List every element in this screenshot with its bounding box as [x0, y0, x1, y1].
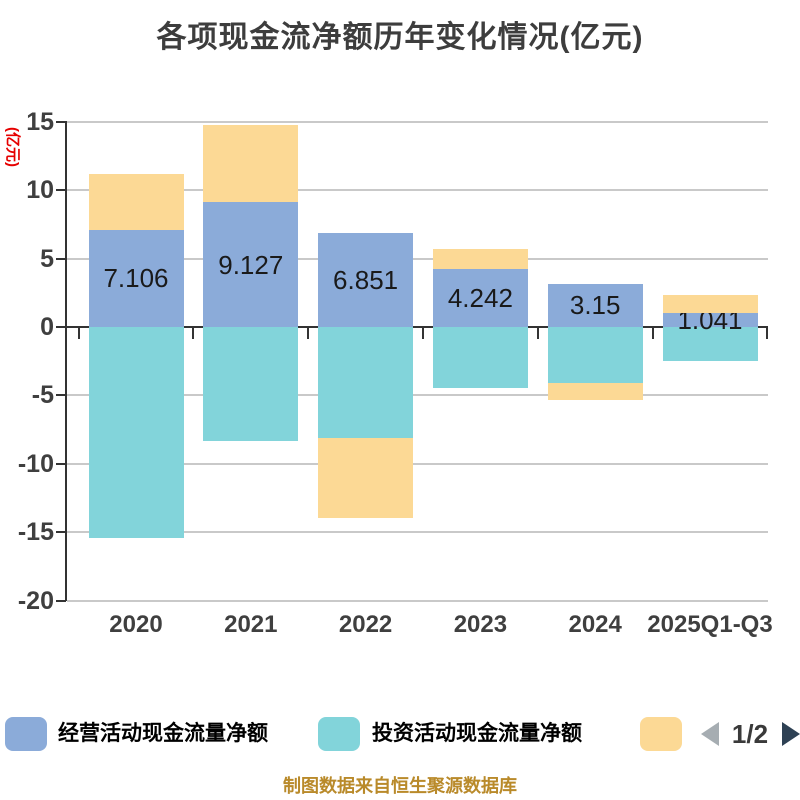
legend-item-investing[interactable]: 投资活动现金流量净额	[372, 722, 582, 745]
bar-value-label: 4.242	[447, 282, 513, 313]
x-axis-tick	[192, 327, 195, 339]
legend-next-arrow-icon[interactable]	[782, 722, 800, 746]
x-tick-label: 2022	[338, 611, 393, 638]
bar-segment	[318, 437, 414, 518]
x-axis-tick	[766, 327, 769, 339]
y-tick-label: -15	[17, 518, 54, 547]
bar-segment	[432, 268, 528, 327]
x-axis-tick	[77, 327, 80, 339]
bar-segment	[318, 233, 414, 327]
y-axis-tick	[56, 120, 66, 123]
legend-swatch-investing[interactable]	[318, 717, 360, 751]
y-tick-label: 0	[40, 313, 54, 341]
y-axis-tick	[56, 599, 66, 602]
y-tick-label: 10	[26, 176, 54, 205]
bar-segment	[432, 249, 528, 269]
x-axis-tick	[422, 327, 424, 339]
bar-value-label: 3.15	[569, 290, 621, 321]
y-axis-line	[65, 121, 67, 601]
legend-page-indicator: 1/2	[731, 719, 769, 749]
bar-segment	[203, 327, 299, 441]
x-tick-label: 2025Q1-Q3	[647, 611, 773, 638]
bar-value-label: 6.851	[333, 265, 399, 296]
bar-segment	[88, 327, 184, 538]
y-axis-tick	[56, 189, 66, 192]
y-tick-label: -5	[31, 381, 54, 410]
bar-segment	[432, 327, 528, 388]
legend-swatch-operating[interactable]	[5, 717, 47, 751]
x-axis-tick	[651, 327, 654, 339]
bar-segment	[203, 202, 299, 327]
x-tick-label: 2024	[568, 611, 622, 638]
gridline	[67, 531, 768, 534]
bar-segment	[662, 312, 758, 327]
y-axis-tick	[56, 462, 66, 465]
gridline	[67, 462, 768, 465]
y-axis-tick	[56, 394, 66, 397]
y-tick-label: 5	[40, 244, 54, 273]
bar-segment	[547, 283, 643, 327]
gridline	[67, 189, 768, 192]
bar-segment	[88, 229, 184, 327]
y-tick-label: -20	[17, 586, 54, 615]
legend-prev-arrow-icon[interactable]	[701, 722, 719, 746]
gridline	[67, 257, 768, 260]
gridline	[67, 394, 768, 397]
y-axis-tick	[56, 531, 66, 534]
bar-value-label: 9.127	[218, 249, 284, 280]
x-axis-line	[66, 326, 768, 328]
bar-value-label: 7.106	[103, 263, 169, 294]
bar-segment	[662, 327, 758, 362]
bar-segment	[547, 327, 643, 384]
y-axis-tick	[56, 326, 66, 328]
y-tick-label: -10	[17, 449, 54, 478]
legend-item-operating[interactable]: 经营活动现金流量净额	[58, 722, 268, 745]
legend-swatch-third[interactable]	[640, 717, 682, 751]
bar-segment	[547, 383, 643, 401]
x-tick-label: 2021	[224, 611, 278, 638]
chart-title: 各项现金流净额历年变化情况(亿元)	[156, 21, 644, 54]
x-tick-label: 2023	[453, 611, 508, 638]
x-axis-tick	[536, 327, 539, 339]
bar-segment	[88, 173, 184, 230]
y-axis-tick	[56, 257, 66, 260]
gridline	[67, 599, 768, 602]
gridline	[67, 120, 768, 123]
x-tick-label: 2020	[109, 611, 163, 638]
bar-segment	[662, 294, 758, 313]
bar-segment	[318, 327, 414, 438]
data-source-caption: 制图数据来自恒生聚源数据库	[283, 776, 517, 796]
x-axis-tick	[307, 327, 310, 339]
bar-segment	[203, 125, 299, 203]
y-tick-label: 15	[26, 107, 54, 136]
